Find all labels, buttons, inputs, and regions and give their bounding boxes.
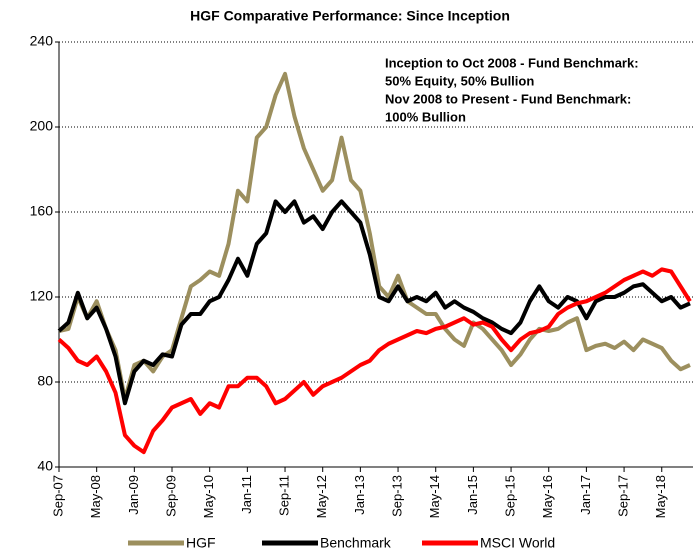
x-tick-label: May-12 [314,475,329,518]
x-tick-label: Sep-07 [50,475,65,517]
x-tick-label: May-16 [540,475,555,518]
y-tick-label: 160 [30,203,54,219]
x-tick-label: May-08 [88,475,103,518]
x-tick-label: Jan-15 [465,475,480,515]
x-tick-label: Sep-15 [502,475,517,517]
legend-label: MSCI World [480,535,555,551]
legend-label: HGF [186,535,216,551]
x-tick-label: May-18 [653,475,668,518]
annotation: 100% Bullion [385,109,466,124]
chart-title: HGF Comparative Performance: Since Incep… [190,8,510,24]
series-line [57,199,691,406]
x-tick-label: Jan-13 [352,475,367,515]
legend-label: Benchmark [320,535,392,551]
x-tick-label: Sep-09 [163,475,178,517]
x-tick-label: Jan-11 [239,475,254,514]
x-tick-label: Jan-09 [126,475,141,515]
y-tick-label: 240 [30,33,54,49]
x-tick-label: May-10 [201,475,216,518]
annotation: 50% Equity, 50% Bullion [385,73,534,88]
series-line [57,267,692,455]
y-tick-label: 40 [37,458,53,474]
x-tick-label: Sep-13 [389,475,404,517]
y-tick-label: 120 [30,288,54,304]
y-tick-label: 80 [37,373,53,389]
annotation: Nov 2008 to Present - Fund Benchmark: [385,91,631,106]
series-line [58,71,691,401]
y-tick-label: 200 [30,118,54,134]
x-tick-label: May-14 [427,475,442,518]
annotation: Inception to Oct 2008 - Fund Benchmark: [385,55,639,70]
x-tick-label: Jan-17 [578,475,593,515]
x-tick-label: Sep-17 [616,475,631,517]
x-tick-label: Sep-11 [276,475,291,516]
